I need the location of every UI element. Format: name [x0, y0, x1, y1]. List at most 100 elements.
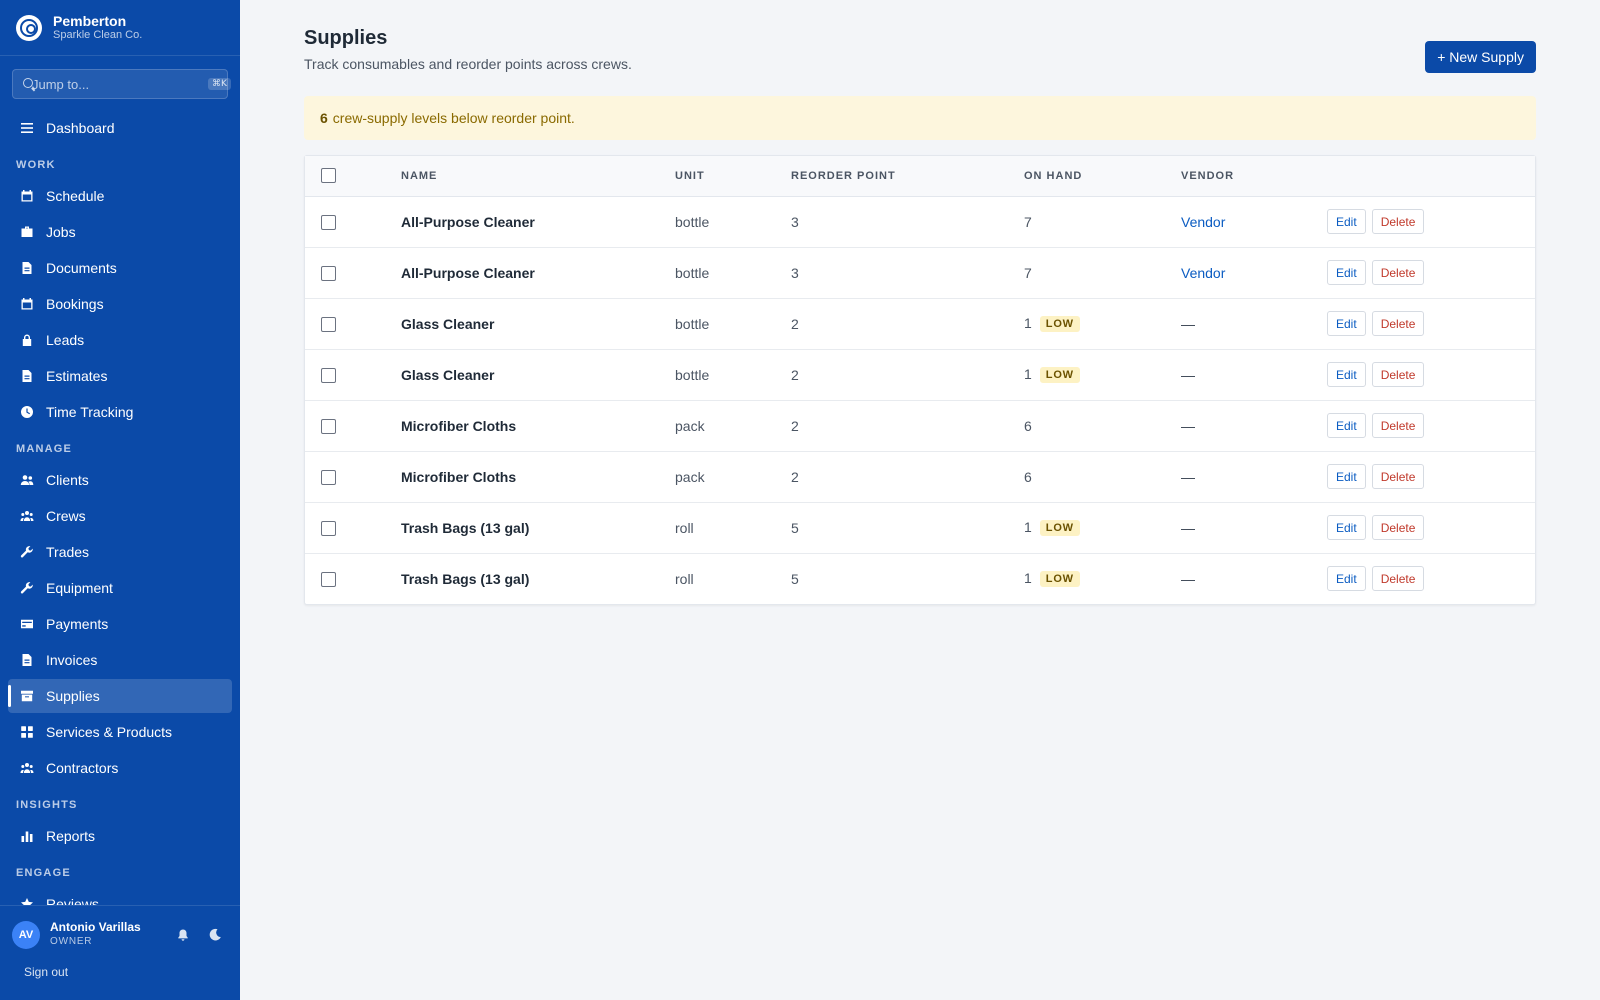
sidebar-item-estimates[interactable]: Estimates	[8, 359, 232, 393]
supplies-table-card: NAME UNIT REORDER POINT ON HAND VENDOR A…	[304, 155, 1536, 605]
row-actions: Edit Delete	[1327, 247, 1535, 299]
sidebar-item-jobs[interactable]: Jobs	[8, 215, 232, 249]
table-row: All-Purpose Cleaner bottle 3 7 Vendor Edit Del…	[305, 196, 1535, 248]
header-reorder-point[interactable]: REORDER POINT	[791, 156, 1024, 197]
jump-to-search[interactable]: ⌘K	[12, 69, 231, 99]
sidebar-item-label: Schedule	[46, 188, 105, 204]
sidebar-item-label: Leads	[46, 332, 85, 348]
user-name: Antonio Varillas	[50, 920, 141, 934]
sidebar-item-trades[interactable]: Trades	[8, 535, 232, 569]
sidebar-item-reports[interactable]: Reports	[8, 819, 232, 853]
row-checkbox[interactable]	[321, 265, 336, 281]
credit-card-icon	[20, 617, 34, 631]
edit-button[interactable]: Edit	[1327, 362, 1366, 387]
reorder-point: 2	[791, 400, 1024, 452]
header-name[interactable]: NAME	[401, 156, 675, 197]
sign-out-link[interactable]: Sign out	[24, 965, 69, 979]
delete-button[interactable]: Delete	[1371, 311, 1425, 336]
vendor-cell: —	[1181, 451, 1327, 503]
edit-button[interactable]: Edit	[1327, 464, 1366, 489]
menu-icon	[20, 121, 34, 135]
row-checkbox[interactable]	[321, 214, 336, 230]
sidebar-item-documents[interactable]: Documents	[8, 251, 232, 285]
new-supply-button[interactable]: + New Supply	[1425, 41, 1536, 73]
sidebar-item-schedule[interactable]: Schedule	[8, 179, 232, 213]
vendor-empty: —	[1181, 366, 1195, 383]
edit-button[interactable]: Edit	[1327, 311, 1366, 336]
low-stock-badge: LOW	[1039, 571, 1080, 588]
sidebar-item-crews[interactable]: Crews	[8, 499, 232, 533]
row-checkbox[interactable]	[321, 418, 336, 434]
user-role: OWNER	[50, 936, 93, 947]
delete-button[interactable]: Delete	[1371, 260, 1425, 285]
sidebar-item-equipment[interactable]: Equipment	[8, 571, 232, 605]
sidebar-item-clients[interactable]: Clients	[8, 463, 232, 497]
sidebar-item-services-and-products[interactable]: Services & Products	[8, 715, 232, 749]
reorder-point: 5	[791, 502, 1024, 554]
reorder-point: 5	[791, 570, 799, 587]
row-actions: Edit Delete	[1327, 553, 1535, 604]
supply-name: All-Purpose Cleaner	[401, 247, 675, 299]
delete-button[interactable]: Delete	[1371, 464, 1425, 489]
select-all-checkbox[interactable]	[321, 168, 336, 184]
delete-button[interactable]: Delete	[1371, 566, 1425, 592]
sidebar-item-invoices[interactable]: Invoices	[8, 643, 232, 677]
header-on-hand[interactable]: ON HAND	[1024, 156, 1181, 197]
box-icon	[20, 689, 34, 703]
document-icon	[20, 653, 34, 667]
delete-button[interactable]: Delete	[1371, 209, 1425, 234]
sidebar-item-dashboard[interactable]: Dashboard	[8, 111, 232, 145]
table-body: All-Purpose Cleaner bottle 3 7 Vendor Edit Del…	[305, 196, 1535, 604]
sidebar-item-supplies[interactable]: Supplies	[8, 679, 232, 713]
delete-button[interactable]: Delete	[1371, 515, 1425, 540]
reorder-point: 2	[791, 298, 1024, 350]
supply-name: Glass Cleaner	[401, 298, 675, 350]
reorder-point: 2	[791, 349, 1024, 401]
supply-name: Microfiber Cloths	[401, 400, 675, 452]
vendor-link[interactable]: Vendor	[1181, 264, 1226, 281]
search-input[interactable]	[32, 76, 208, 92]
clock-icon	[20, 405, 34, 419]
supply-unit: bottle	[675, 298, 791, 350]
edit-button[interactable]: Edit	[1327, 515, 1366, 540]
header-unit[interactable]: UNIT	[675, 156, 791, 197]
section-label-manage: MANAGE	[16, 443, 73, 455]
row-checkbox[interactable]	[321, 572, 336, 588]
vendor-empty: —	[1181, 570, 1195, 587]
supply-unit: pack	[675, 400, 791, 452]
header-vendor[interactable]: VENDOR	[1181, 156, 1327, 197]
vendor-cell: —	[1181, 298, 1327, 350]
brand[interactable]: Pemberton Sparkle Clean Co.	[0, 0, 240, 56]
notifications-button[interactable]	[170, 922, 196, 948]
sidebar-item-contractors[interactable]: Contractors	[8, 751, 232, 785]
sidebar-item-payments[interactable]: Payments	[8, 607, 232, 641]
edit-button[interactable]: Edit	[1327, 260, 1366, 285]
sidebar-item-label: Time Tracking	[46, 404, 134, 420]
delete-button[interactable]: Delete	[1371, 413, 1425, 438]
avatar[interactable]: AV	[12, 920, 40, 949]
row-actions: Edit Delete	[1327, 349, 1535, 401]
edit-button[interactable]: Edit	[1327, 566, 1366, 592]
sidebar-item-leads[interactable]: Leads	[8, 323, 232, 357]
supply-unit: bottle	[675, 349, 791, 401]
edit-button[interactable]: Edit	[1327, 413, 1366, 438]
on-hand-value: 6	[1024, 417, 1032, 434]
row-checkbox[interactable]	[321, 469, 336, 485]
vendor-link[interactable]: Vendor	[1181, 213, 1226, 230]
theme-toggle-button[interactable]	[202, 922, 228, 948]
low-stock-badge: LOW	[1039, 316, 1080, 333]
section-label-work: WORK	[16, 159, 56, 171]
row-checkbox[interactable]	[321, 367, 336, 383]
brand-logo-icon	[16, 14, 42, 41]
table-row: Microfiber Cloths pack 2 6 — Edit Delete	[305, 451, 1535, 503]
row-checkbox[interactable]	[321, 316, 336, 332]
reorder-point: 3	[791, 247, 1024, 299]
document-icon	[20, 261, 34, 275]
vendor-empty: —	[1181, 468, 1195, 485]
edit-button[interactable]: Edit	[1327, 209, 1366, 234]
vendor-cell: —	[1181, 502, 1327, 554]
row-checkbox[interactable]	[321, 520, 336, 536]
delete-button[interactable]: Delete	[1371, 362, 1425, 387]
sidebar-item-bookings[interactable]: Bookings	[8, 287, 232, 321]
sidebar-item-time-tracking[interactable]: Time Tracking	[8, 395, 232, 429]
